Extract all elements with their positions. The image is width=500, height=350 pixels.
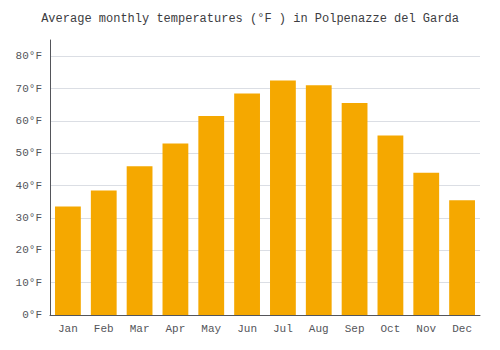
svg-text:60°F: 60°F xyxy=(16,115,42,127)
svg-text:May: May xyxy=(201,323,221,335)
svg-text:20°F: 20°F xyxy=(16,244,42,256)
svg-text:Oct: Oct xyxy=(381,323,401,335)
svg-text:50°F: 50°F xyxy=(16,147,42,159)
svg-text:Jul: Jul xyxy=(273,323,293,335)
svg-text:Sep: Sep xyxy=(345,323,365,335)
svg-text:Aug: Aug xyxy=(309,323,329,335)
svg-text:30°F: 30°F xyxy=(16,212,42,224)
svg-text:Apr: Apr xyxy=(166,323,186,335)
svg-text:Mar: Mar xyxy=(130,323,150,335)
svg-text:Jan: Jan xyxy=(58,323,78,335)
svg-text:0°F: 0°F xyxy=(22,309,42,321)
svg-text:Average monthly temperatures (: Average monthly temperatures (°F ) in Po… xyxy=(41,12,459,26)
svg-text:Nov: Nov xyxy=(416,323,436,335)
svg-text:10°F: 10°F xyxy=(16,277,42,289)
svg-text:40°F: 40°F xyxy=(16,180,42,192)
svg-text:80°F: 80°F xyxy=(16,50,42,62)
svg-text:Jun: Jun xyxy=(237,323,257,335)
svg-text:70°F: 70°F xyxy=(16,83,42,95)
svg-text:Feb: Feb xyxy=(94,323,114,335)
svg-text:Dec: Dec xyxy=(452,323,472,335)
